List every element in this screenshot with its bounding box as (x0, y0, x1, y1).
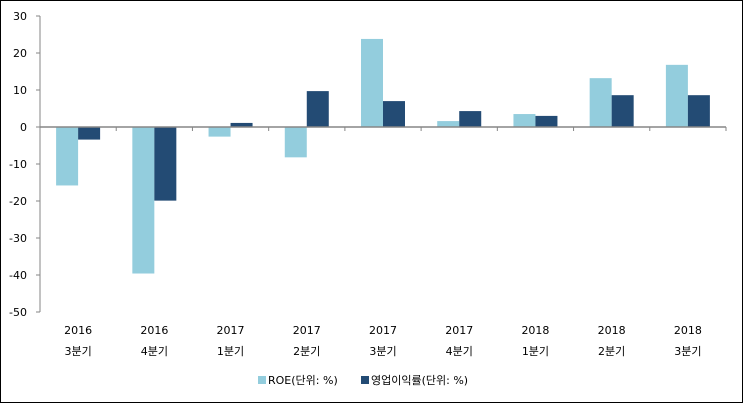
bar-operating-margin (687, 95, 710, 127)
x-tick-label-quarter: 2분기 (293, 345, 320, 358)
y-tick-label: -10 (9, 158, 27, 171)
y-tick-label: -40 (9, 269, 27, 282)
bar-roe (56, 127, 79, 186)
bar-roe (513, 114, 536, 127)
bar-operating-margin (154, 127, 177, 201)
bar-roe (665, 64, 688, 127)
x-tick-label-quarter: 2분기 (598, 345, 625, 358)
x-tick-label-quarter: 4분기 (446, 345, 473, 358)
bar-roe (589, 78, 612, 127)
x-tick-label-year: 2018 (521, 324, 549, 337)
y-tick-label: -20 (9, 195, 27, 208)
y-tick-label: 10 (13, 84, 27, 97)
x-tick-label-year: 2017 (217, 324, 245, 337)
x-tick-label-quarter: 3분기 (64, 345, 91, 358)
y-tick-label: -30 (9, 232, 27, 245)
legend-swatch-roe (258, 376, 266, 384)
y-tick-label: -50 (9, 306, 27, 319)
bar-operating-margin (459, 111, 482, 127)
bar-roe (284, 127, 307, 158)
bar-operating-margin (611, 95, 634, 127)
x-tick-label-quarter: 3분기 (369, 345, 396, 358)
x-tick-label-quarter: 4분기 (141, 345, 168, 358)
x-tick-label-year: 2017 (293, 324, 321, 337)
legend-swatch-operating-margin (361, 376, 369, 384)
x-tick-label-quarter: 3분기 (674, 345, 701, 358)
bar-roe (208, 127, 231, 137)
y-tick-label: 0 (20, 121, 27, 134)
x-tick-label-quarter: 1분기 (522, 345, 549, 358)
bar-roe (361, 38, 383, 127)
x-tick-label-year: 2017 (445, 324, 473, 337)
bar-operating-margin (306, 91, 329, 127)
bar-operating-margin (230, 122, 253, 127)
bar-operating-margin (383, 101, 405, 127)
x-tick-label-year: 2018 (598, 324, 626, 337)
legend-label-operating-margin: 영업이익률(단위: %) (371, 374, 468, 387)
x-tick-label-year: 2016 (140, 324, 168, 337)
x-tick-label-year: 2018 (674, 324, 702, 337)
x-tick-label-year: 2016 (64, 324, 92, 337)
bar-roe (132, 127, 155, 274)
bar-operating-margin (78, 127, 101, 140)
x-tick-label-quarter: 1분기 (217, 345, 244, 358)
y-tick-label: 20 (13, 47, 27, 60)
y-tick-label: 30 (13, 10, 27, 23)
bar-operating-margin (535, 115, 558, 127)
legend-label-roe: ROE(단위: %) (268, 374, 338, 387)
x-tick-label-year: 2017 (369, 324, 397, 337)
bar-roe (437, 121, 460, 127)
